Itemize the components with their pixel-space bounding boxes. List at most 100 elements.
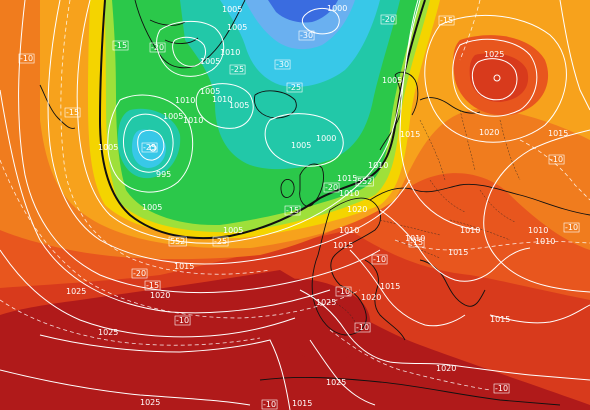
thickness-label: -10 [176,316,189,325]
thickness-label-box [335,286,352,297]
isobar-label: 1020 [361,293,381,302]
thickness-label-box [141,142,158,153]
isobar-label: 1015 [292,399,312,408]
thickness-label: -25 [214,237,227,246]
thickness-label: 552 [170,237,185,246]
thickness-label: -25 [231,65,244,74]
temperature-dashed-layer [0,0,590,391]
thickness-label: -15 [66,108,79,117]
isobar-label: 1005 [222,5,242,14]
thickness-label-box [18,53,35,64]
isobar-label: 1020 [347,205,367,214]
thickness-label-box [168,236,187,247]
thickness-label-box [371,254,388,265]
thickness-label: -15 [114,41,127,50]
isobar-label: 1025 [326,378,346,387]
isobar-label: 1005 [163,112,183,121]
thickness-label: -15 [146,281,159,290]
thickness-label: -15 [286,206,299,215]
isobar-label: 1010 [175,96,195,105]
isobar-label: 1010 [339,189,359,198]
thickness-label-box [438,15,455,26]
isobar-label: 1005 [98,143,118,152]
thickness-552-contour [98,0,426,240]
thickness-label: -15 [410,238,423,247]
isobar-label: 1015 [333,241,353,250]
isobar-label: 1015 [174,262,194,271]
border-layer [329,109,521,323]
isobar-label: 1020 [150,291,170,300]
thickness-label: -10 [495,384,508,393]
thickness-label-box [563,222,580,233]
isobar-labels: 1005 1000 1005 1010 1005 1005 1010 1010 … [66,4,568,408]
thickness-label-box [261,399,278,410]
thickness-label: -30 [300,31,313,40]
thickness-label: -20 [151,43,164,52]
thickness-label-box [380,14,397,25]
thickness-label: -10 [356,323,369,332]
thickness-label-box [64,107,81,118]
isobar-label: 1005 [200,87,220,96]
isobar-label: 1010 [220,48,240,57]
thickness-label-box [355,176,374,187]
isobar-label: 1015 [548,129,568,138]
isobar-label: 1005 [227,23,247,32]
thickness-label: -10 [565,223,578,232]
thickness-label-box [212,236,229,247]
isobar-label: 1025 [140,398,160,407]
coastline-layer [39,0,590,406]
isobar-label: 1020 [479,128,499,137]
thickness-labels: 552 552 -10 -15 -15 -20 -25 -25 -30 -30 … [18,14,580,410]
isobar-label: 1005 [200,57,220,66]
thickness-label: -10 [263,400,276,409]
isobar-label: 1015 [490,315,510,324]
isobar-label: 1025 [484,50,504,59]
thickness-label: -20 [382,15,395,24]
thickness-label-box [323,182,340,193]
isobar-label: 1010 [368,161,388,170]
isobar-label: 1015 [337,174,357,183]
thickness-label-box [112,40,129,51]
isobar-label: 1005 [229,101,249,110]
isobar-label: 1010 [528,226,548,235]
thickness-label-box [354,322,371,333]
isobar-label: 1005 [291,141,311,150]
thickness-label: -10 [20,54,33,63]
isobar-label: 1025 [66,287,86,296]
isobar-label: 1010 [460,226,480,235]
thickness-label-box [274,59,291,70]
isobar-label: 1010 [339,226,359,235]
thickness-label-box [408,237,425,248]
thickness-label-box [493,383,510,394]
isobar-label: 1000 [327,4,347,13]
isobar-label: 1000 [316,134,336,143]
thickness-label: -20 [325,183,338,192]
isobar-label: 1010 [535,237,555,246]
thickness-label: 552 [357,177,372,186]
thickness-label-box [174,315,191,326]
thickness-label-box [149,42,166,53]
isobar-label: 1025 [98,328,118,337]
thickness-label-box [144,280,161,291]
high-pressure-center [493,74,501,82]
isobar-label: 995 [156,170,171,179]
thickness-label: -20 [133,269,146,278]
isobar-label: 1015 [448,248,468,257]
isobar-label: 1020 [436,364,456,373]
isobar-label: 1010 [405,234,425,243]
thickness-label: -10 [373,255,386,264]
thickness-label-box [229,64,246,75]
isobar-label: 1015 [400,130,420,139]
thickness-label-box [548,154,565,165]
isobar-label: 1010 [212,95,232,104]
thickness-label-box [298,30,315,41]
thickness-label-box [284,205,301,216]
thickness-label: -15 [440,16,453,25]
thickness-label-box [131,268,148,279]
isobar-label: 1025 [316,298,336,307]
thickness-label: -10 [550,155,563,164]
